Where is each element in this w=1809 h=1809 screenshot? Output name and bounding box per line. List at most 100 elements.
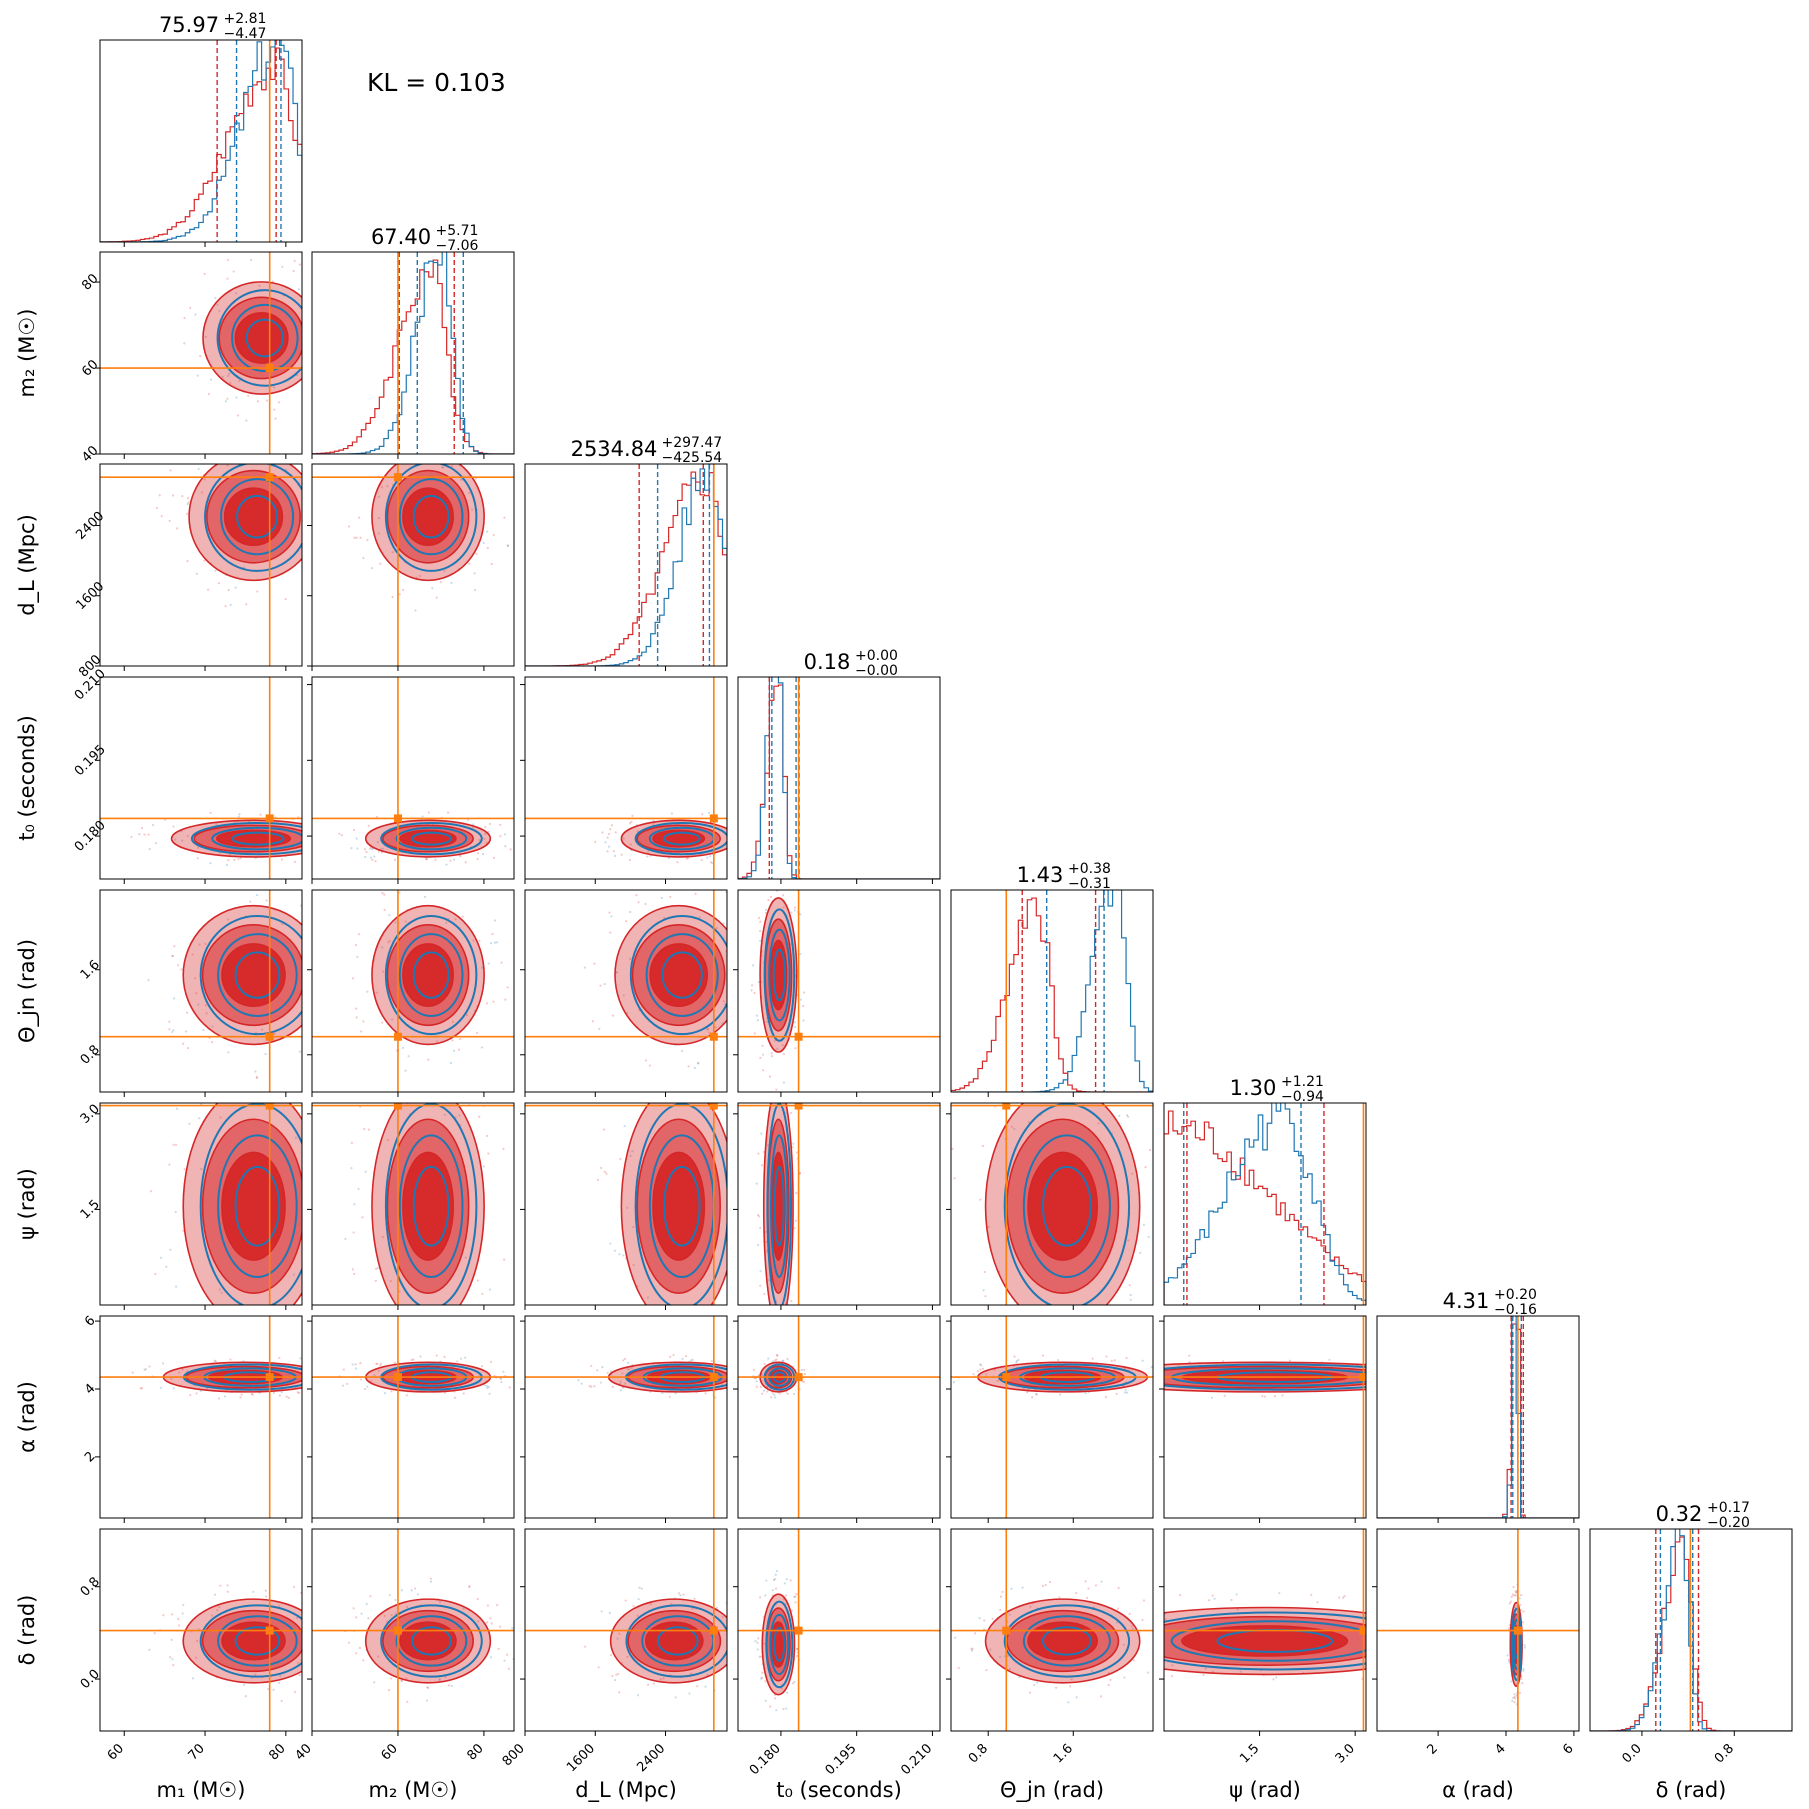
sample-point: [294, 1136, 298, 1139]
sample-point: [1021, 1586, 1024, 1589]
red-contour: [644, 1621, 704, 1661]
sample-point: [375, 1267, 378, 1270]
sample-point: [770, 1055, 773, 1058]
sample-point: [427, 1058, 430, 1061]
sample-point: [638, 1586, 641, 1589]
sample-point: [274, 417, 277, 420]
sample-point: [649, 1603, 652, 1606]
sample-point: [1084, 1392, 1087, 1395]
sample-point: [330, 342, 332, 344]
y-tick-label: 4: [82, 1381, 98, 1397]
sample-point: [626, 1011, 629, 1015]
sample-point: [734, 1654, 736, 1656]
histogram-blue: [100, 40, 302, 242]
sample-point: [449, 1061, 452, 1065]
sample-point: [261, 1028, 264, 1031]
sample-point: [1115, 1392, 1118, 1396]
sample-point: [786, 1352, 788, 1354]
sample-point: [354, 943, 358, 947]
sample-point: [383, 908, 386, 911]
sample-point: [588, 1385, 591, 1388]
sample-point: [402, 588, 405, 591]
sample-point: [381, 970, 385, 973]
marginal-title: 2534.84: [571, 437, 658, 461]
sample-point: [517, 844, 519, 846]
sample-point: [350, 847, 353, 850]
x-axis-label: m₂ (M☉): [369, 1778, 458, 1802]
sample-point: [1035, 1392, 1038, 1396]
sample-point: [264, 1052, 267, 1056]
sample-point: [264, 447, 266, 449]
x-tick-label: 80: [266, 1741, 288, 1763]
sample-point: [708, 1068, 710, 1070]
sample-point: [765, 882, 767, 884]
sample-point: [315, 1155, 317, 1157]
sample-point: [793, 1680, 796, 1683]
sample-point: [681, 1357, 684, 1360]
sample-point: [984, 1295, 987, 1298]
sample-point: [790, 911, 793, 914]
histogram-red: [738, 684, 940, 879]
sample-point: [1170, 1674, 1174, 1678]
sample-point: [762, 887, 764, 889]
sample-point: [654, 1097, 656, 1099]
sample-point: [447, 811, 450, 814]
sample-point: [308, 1360, 310, 1362]
sample-point: [756, 1213, 760, 1217]
y-axis-label: ψ (rad): [15, 1168, 39, 1240]
title-error-down: −0.31: [1068, 876, 1111, 892]
sample-point: [194, 977, 197, 980]
x-tick-label: 1600: [564, 1741, 598, 1775]
sample-point: [613, 854, 617, 857]
sample-point: [200, 1167, 203, 1171]
sample-point: [165, 1265, 168, 1268]
sample-point: [360, 1612, 363, 1615]
histogram-blue: [1164, 1103, 1366, 1305]
blue-contour: [204, 464, 302, 572]
sample-point: [273, 1032, 276, 1035]
sample-point: [321, 522, 323, 524]
sample-point: [204, 1004, 207, 1007]
sample-point: [1373, 1620, 1375, 1622]
sample-point: [315, 1210, 317, 1212]
sample-point: [765, 1579, 768, 1582]
sample-point: [1022, 1079, 1024, 1081]
sample-point: [1067, 1701, 1070, 1704]
sample-point: [730, 1315, 732, 1317]
sample-point: [171, 1658, 174, 1661]
truth-marker: [709, 1373, 718, 1382]
sample-point: [1091, 1357, 1094, 1360]
sample-point: [260, 451, 262, 453]
sample-point: [195, 572, 198, 575]
sample-point: [1522, 1667, 1525, 1671]
sample-point: [1132, 1659, 1135, 1662]
blue-contour: [1003, 1103, 1131, 1305]
sample-point: [232, 1080, 234, 1082]
sample-point: [224, 400, 228, 403]
sample-point: [204, 335, 207, 339]
sample-point: [767, 1279, 770, 1282]
panel-frame: [99, 676, 303, 880]
sample-point: [1068, 1685, 1072, 1688]
sample-point: [759, 939, 762, 942]
red-contour: [1027, 1621, 1098, 1661]
sample-point: [297, 288, 301, 291]
sample-point: [347, 525, 351, 528]
sample-point: [696, 1334, 698, 1336]
sample-point: [450, 1684, 453, 1688]
sample-point: [172, 1143, 175, 1146]
sample-point: [363, 1387, 367, 1391]
sample-point: [709, 855, 712, 858]
truth-marker: [393, 1626, 402, 1635]
sample-point: [377, 532, 380, 535]
sample-point: [364, 1170, 367, 1173]
sample-point: [322, 1685, 324, 1687]
sample-point: [676, 861, 679, 864]
sample-point: [1470, 1388, 1472, 1390]
sample-point: [792, 1142, 795, 1145]
sample-point: [480, 1046, 483, 1049]
sample-point: [359, 536, 362, 539]
sample-point: [1521, 1621, 1525, 1624]
sample-point: [471, 508, 474, 511]
sample-point: [630, 1366, 633, 1370]
